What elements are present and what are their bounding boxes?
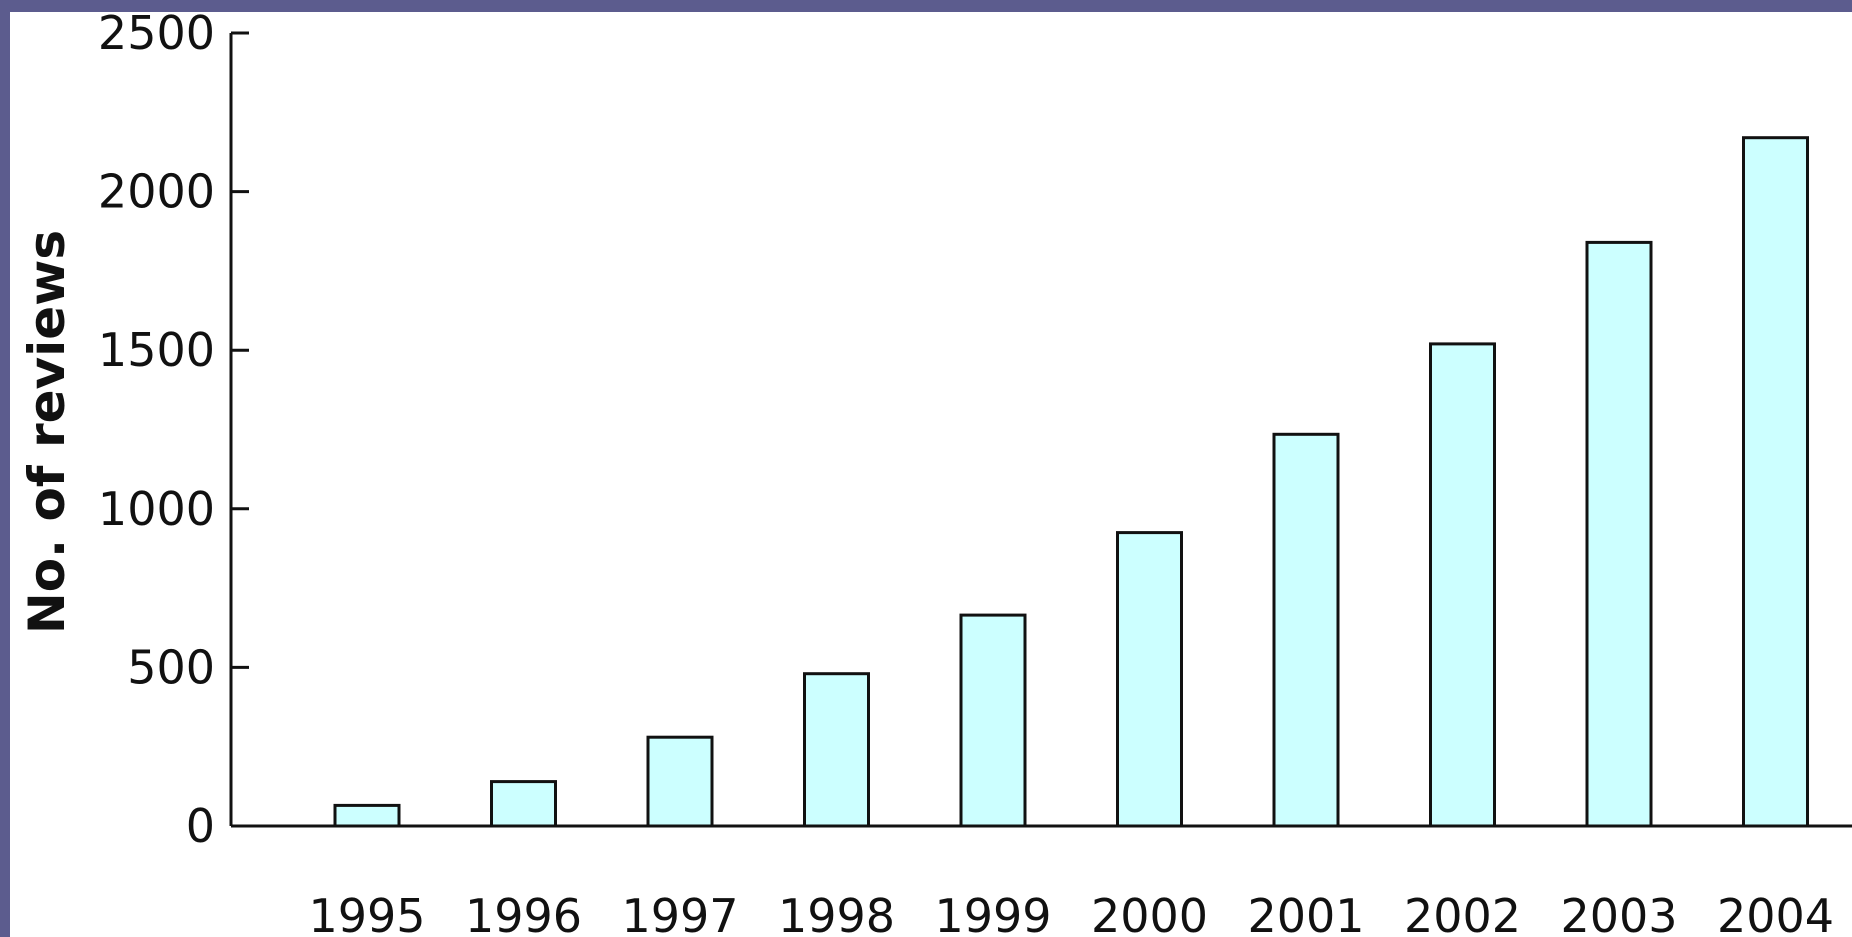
bar-1996 bbox=[490, 780, 557, 828]
x-tick-label-1998: 1998 bbox=[778, 889, 895, 937]
bar-2003 bbox=[1585, 240, 1653, 828]
x-axis: 1995 1996 1997 1998 1999 2000 2001 2002 2003 2004 bbox=[231, 824, 1852, 937]
x-tick-label-1997: 1997 bbox=[621, 889, 738, 937]
y-axis-label: No. of reviews bbox=[18, 230, 76, 634]
bar-1995 bbox=[333, 803, 401, 828]
y-tick-label-2500: 2500 bbox=[98, 6, 215, 60]
chart-panel bbox=[10, 12, 1852, 937]
bars-group bbox=[333, 136, 1809, 828]
bar-2001 bbox=[1272, 432, 1340, 828]
bar-2004 bbox=[1742, 136, 1809, 828]
x-tick-label-2004: 2004 bbox=[1717, 889, 1834, 937]
y-tick-label-2000: 2000 bbox=[98, 165, 215, 219]
x-tick-label-1996: 1996 bbox=[465, 889, 582, 937]
bar-2002 bbox=[1429, 342, 1496, 828]
bar-1998 bbox=[803, 672, 870, 828]
y-tick-label-1000: 1000 bbox=[98, 482, 215, 536]
x-tick-label-1995: 1995 bbox=[308, 889, 425, 937]
x-tick-label-2000: 2000 bbox=[1091, 889, 1208, 937]
y-axis: 0 500 1000 1500 2000 2500 bbox=[98, 6, 249, 853]
x-tick-label-2001: 2001 bbox=[1247, 889, 1364, 937]
y-tick-label-500: 500 bbox=[127, 640, 215, 694]
bar-1999 bbox=[959, 613, 1027, 828]
y-tick-label-1500: 1500 bbox=[98, 323, 215, 377]
bar-1997 bbox=[646, 735, 714, 828]
x-tick-label-1999: 1999 bbox=[934, 889, 1051, 937]
x-tick-label-2002: 2002 bbox=[1404, 889, 1521, 937]
bar-2000 bbox=[1116, 531, 1183, 828]
y-tick-label-0: 0 bbox=[186, 799, 215, 853]
x-tick-label-2003: 2003 bbox=[1560, 889, 1677, 937]
